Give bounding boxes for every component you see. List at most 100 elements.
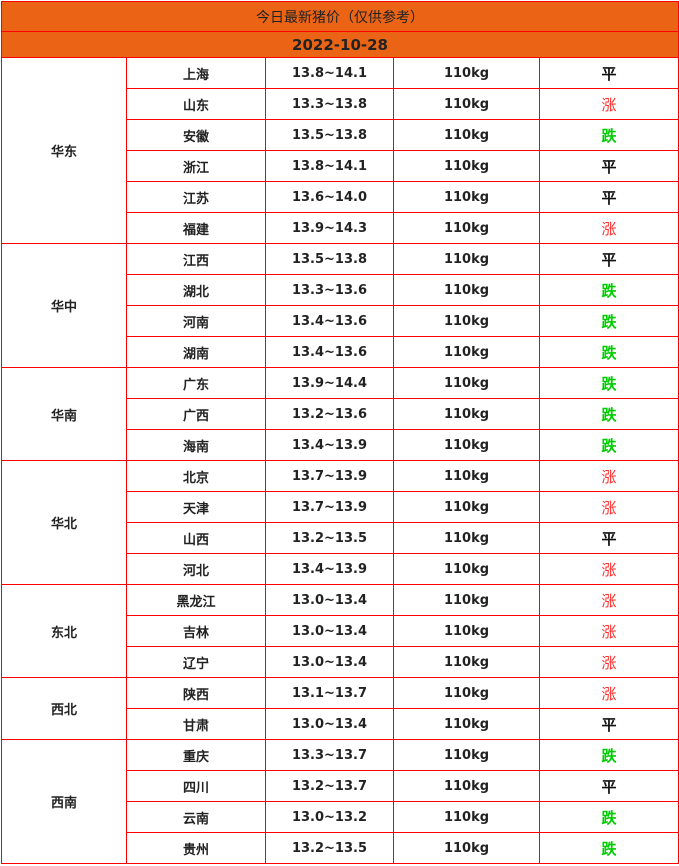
weight-cell: 110kg xyxy=(393,274,540,306)
weight-cell: 110kg xyxy=(393,522,540,554)
province-cell: 山西 xyxy=(126,522,266,554)
price-cell: 13.3~13.7 xyxy=(265,739,394,771)
province-cell: 云南 xyxy=(126,801,266,833)
table-row: 湖南 13.4~13.6 110kg 跌 xyxy=(2,336,679,368)
price-cell: 13.5~13.8 xyxy=(265,243,394,275)
table-row: 河北 13.4~13.9 110kg 涨 xyxy=(2,553,679,585)
region-cell: 华南 xyxy=(1,367,127,461)
weight-cell: 110kg xyxy=(393,832,540,864)
title-row: 今日最新猪价（仅供参考） xyxy=(0,1,679,32)
region-cell: 华中 xyxy=(1,243,127,368)
province-cell: 安徽 xyxy=(126,119,266,151)
table-row: 湖北 13.3~13.6 110kg 跌 xyxy=(2,274,679,306)
weight-cell: 110kg xyxy=(393,243,540,275)
price-cell: 13.4~13.6 xyxy=(265,305,394,337)
province-cell: 上海 xyxy=(126,57,266,89)
weight-cell: 110kg xyxy=(393,336,540,368)
table-row: 山东 13.3~13.8 110kg 涨 xyxy=(2,88,679,120)
table-title: 今日最新猪价（仅供参考） xyxy=(0,1,679,32)
price-cell: 13.9~14.4 xyxy=(265,367,394,399)
table-row: 天津 13.7~13.9 110kg 涨 xyxy=(2,491,679,523)
province-cell: 广东 xyxy=(126,367,266,399)
province-cell: 吉林 xyxy=(126,615,266,647)
price-cell: 13.7~13.9 xyxy=(265,460,394,492)
province-cell: 广西 xyxy=(126,398,266,430)
province-cell: 海南 xyxy=(126,429,266,461)
table-row: 河南 13.4~13.6 110kg 跌 xyxy=(2,305,679,337)
table-row: 辽宁 13.0~13.4 110kg 涨 xyxy=(2,646,679,678)
trend-cell: 跌 xyxy=(538,832,679,864)
trend-cell: 平 xyxy=(538,57,679,89)
weight-cell: 110kg xyxy=(393,57,540,89)
province-cell: 河南 xyxy=(126,305,266,337)
table-row: 华北 北京 13.7~13.9 110kg 涨 xyxy=(1,460,679,585)
trend-cell: 涨 xyxy=(538,491,679,523)
table-row: 江苏 13.6~14.0 110kg 平 xyxy=(2,181,679,213)
price-cell: 13.5~13.8 xyxy=(265,119,394,151)
trend-cell: 跌 xyxy=(538,119,679,151)
table-row: 浙江 13.8~14.1 110kg 平 xyxy=(2,150,679,182)
province-cell: 黑龙江 xyxy=(126,584,266,616)
price-cell: 13.3~13.6 xyxy=(265,274,394,306)
trend-cell: 涨 xyxy=(538,460,679,492)
province-cell: 天津 xyxy=(126,491,266,523)
trend-cell: 跌 xyxy=(538,739,679,771)
weight-cell: 110kg xyxy=(393,460,540,492)
region-cell: 西北 xyxy=(1,677,127,740)
province-cell: 江西 xyxy=(126,243,266,275)
table-row: 吉林 13.0~13.4 110kg 涨 xyxy=(2,615,679,647)
weight-cell: 110kg xyxy=(393,212,540,244)
region-cell: 西南 xyxy=(1,739,127,864)
trend-cell: 平 xyxy=(538,770,679,802)
province-cell: 山东 xyxy=(126,88,266,120)
province-cell: 辽宁 xyxy=(126,646,266,678)
weight-cell: 110kg xyxy=(393,584,540,616)
province-cell: 北京 xyxy=(126,460,266,492)
weight-cell: 110kg xyxy=(393,770,540,802)
trend-cell: 涨 xyxy=(538,88,679,120)
table-row: 西南 重庆 13.3~13.7 110kg 跌 xyxy=(1,739,679,864)
table-row: 华东 上海 13.8~14.1 110kg 平 xyxy=(1,57,679,244)
weight-cell: 110kg xyxy=(393,801,540,833)
region-cell: 华北 xyxy=(1,460,127,585)
trend-cell: 平 xyxy=(538,181,679,213)
table-row: 贵州 13.2~13.5 110kg 跌 xyxy=(2,832,679,864)
weight-cell: 110kg xyxy=(393,615,540,647)
weight-cell: 110kg xyxy=(393,398,540,430)
trend-cell: 平 xyxy=(538,522,679,554)
weight-cell: 110kg xyxy=(393,305,540,337)
province-cell: 湖南 xyxy=(126,336,266,368)
weight-cell: 110kg xyxy=(393,491,540,523)
price-cell: 13.7~13.9 xyxy=(265,491,394,523)
price-cell: 13.6~14.0 xyxy=(265,181,394,213)
trend-cell: 涨 xyxy=(538,646,679,678)
trend-cell: 跌 xyxy=(538,429,679,461)
trend-cell: 涨 xyxy=(538,212,679,244)
price-cell: 13.2~13.6 xyxy=(265,398,394,430)
weight-cell: 110kg xyxy=(393,677,540,709)
trend-cell: 平 xyxy=(538,708,679,740)
price-cell: 13.8~14.1 xyxy=(265,57,394,89)
trend-cell: 跌 xyxy=(538,398,679,430)
table-row: 华中 江西 13.5~13.8 110kg 平 xyxy=(1,243,679,368)
price-cell: 13.1~13.7 xyxy=(265,677,394,709)
table-row: 安徽 13.5~13.8 110kg 跌 xyxy=(2,119,679,151)
price-cell: 13.4~13.9 xyxy=(265,429,394,461)
weight-cell: 110kg xyxy=(393,429,540,461)
weight-cell: 110kg xyxy=(393,739,540,771)
price-cell: 13.0~13.4 xyxy=(265,708,394,740)
trend-cell: 涨 xyxy=(538,584,679,616)
price-cell: 13.0~13.4 xyxy=(265,646,394,678)
province-cell: 陕西 xyxy=(126,677,266,709)
price-cell: 13.8~14.1 xyxy=(265,150,394,182)
province-cell: 江苏 xyxy=(126,181,266,213)
price-cell: 13.2~13.5 xyxy=(265,522,394,554)
weight-cell: 110kg xyxy=(393,88,540,120)
weight-cell: 110kg xyxy=(393,181,540,213)
weight-cell: 110kg xyxy=(393,150,540,182)
province-cell: 浙江 xyxy=(126,150,266,182)
trend-cell: 涨 xyxy=(538,677,679,709)
province-cell: 贵州 xyxy=(126,832,266,864)
region-cell: 华东 xyxy=(1,57,127,244)
